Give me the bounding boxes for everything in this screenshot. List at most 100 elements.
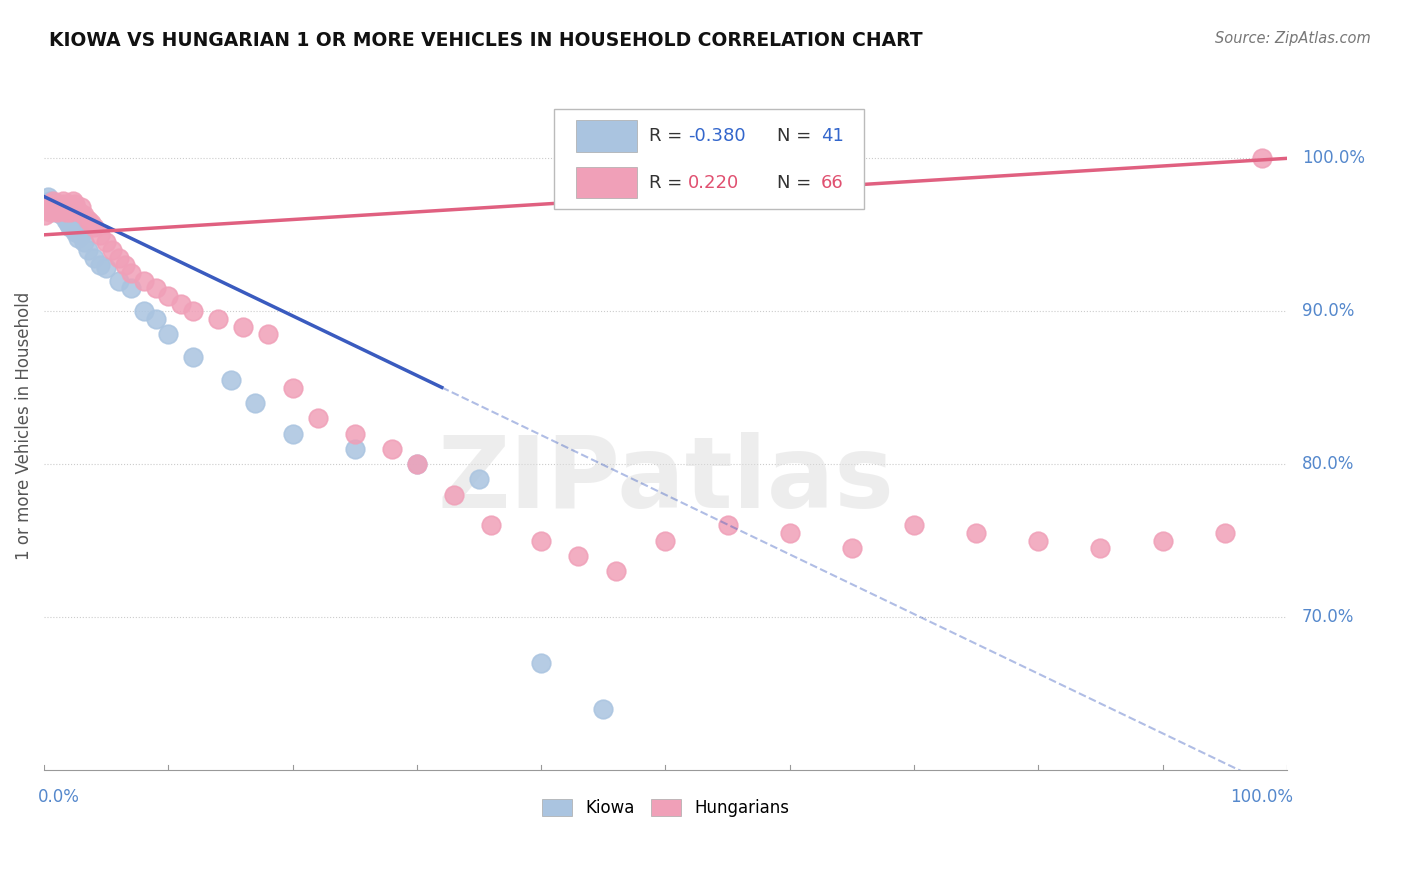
Point [307,411,329,425]
Point [60,216,83,230]
Text: 100.0%: 100.0% [1230,789,1294,806]
Point [96,235,118,250]
Point [51,200,73,214]
Point [779,526,801,541]
Text: R =: R = [650,127,689,145]
Point [45,205,67,219]
Point [1090,541,1112,556]
Point [37,189,59,203]
Point [44,205,66,219]
Point [219,373,242,387]
Point [96,261,118,276]
Point [76,243,98,257]
Point [51,208,73,222]
Point [52,203,75,218]
Point [256,327,278,342]
FancyBboxPatch shape [554,110,865,210]
Point [245,396,267,410]
Point [58,197,80,211]
Text: KIOWA VS HUNGARIAN 1 OR MORE VEHICLES IN HOUSEHOLD CORRELATION CHART: KIOWA VS HUNGARIAN 1 OR MORE VEHICLES IN… [49,31,922,50]
Point [181,350,204,364]
Point [343,426,366,441]
Text: 100.0%: 100.0% [1302,149,1365,168]
Point [73,235,96,250]
Point [83,251,105,265]
Text: N =: N = [778,127,817,145]
Point [716,518,738,533]
Point [48,205,70,219]
Text: ZIPatlas: ZIPatlas [437,433,894,530]
Point [34,197,56,211]
FancyBboxPatch shape [576,167,637,198]
Point [89,227,111,242]
Text: N =: N = [778,174,817,192]
Text: 41: 41 [821,127,844,145]
Point [841,541,863,556]
Point [592,702,614,716]
Point [41,200,63,214]
Point [76,212,98,227]
Point [53,210,76,224]
Point [132,304,155,318]
Text: 0.220: 0.220 [688,174,740,192]
Point [406,457,429,471]
Point [63,197,86,211]
Point [48,197,70,211]
Point [34,208,56,222]
Point [120,281,142,295]
Point [56,216,79,230]
Point [53,197,76,211]
Text: Source: ZipAtlas.com: Source: ZipAtlas.com [1215,31,1371,46]
Point [73,208,96,222]
Point [567,549,589,563]
Point [207,312,229,326]
Point [49,203,72,218]
Point [83,220,105,235]
Point [281,381,304,395]
Legend: Kiowa, Hungarians: Kiowa, Hungarians [534,792,796,823]
Point [468,473,491,487]
Text: 0.0%: 0.0% [38,789,80,806]
Point [67,205,90,219]
Point [53,206,76,220]
Point [42,197,65,211]
Point [60,200,83,214]
Point [39,205,62,219]
FancyBboxPatch shape [576,120,637,152]
Point [39,194,62,209]
Point [145,281,167,295]
Point [1152,533,1174,548]
Point [481,518,503,533]
Text: -0.380: -0.380 [688,127,745,145]
Point [101,243,124,257]
Text: R =: R = [650,174,689,192]
Text: 90.0%: 90.0% [1302,302,1354,320]
Point [55,205,77,219]
Point [120,266,142,280]
Point [42,194,65,209]
Point [181,304,204,318]
Point [443,488,465,502]
Text: 70.0%: 70.0% [1302,608,1354,626]
Point [70,227,93,242]
Point [80,216,103,230]
Point [89,259,111,273]
Point [44,202,66,216]
Point [46,200,69,214]
Point [530,533,553,548]
Point [65,202,87,216]
Point [56,200,79,214]
Point [1251,152,1274,166]
Point [1026,533,1049,548]
Point [605,564,627,578]
Point [38,203,60,218]
Point [52,194,75,209]
Point [107,251,129,265]
Text: 80.0%: 80.0% [1302,455,1354,473]
Y-axis label: 1 or more Vehicles in Household: 1 or more Vehicles in Household [15,292,32,560]
Point [66,231,89,245]
Point [41,200,63,214]
Point [965,526,987,541]
Point [59,220,82,235]
Point [35,200,58,214]
